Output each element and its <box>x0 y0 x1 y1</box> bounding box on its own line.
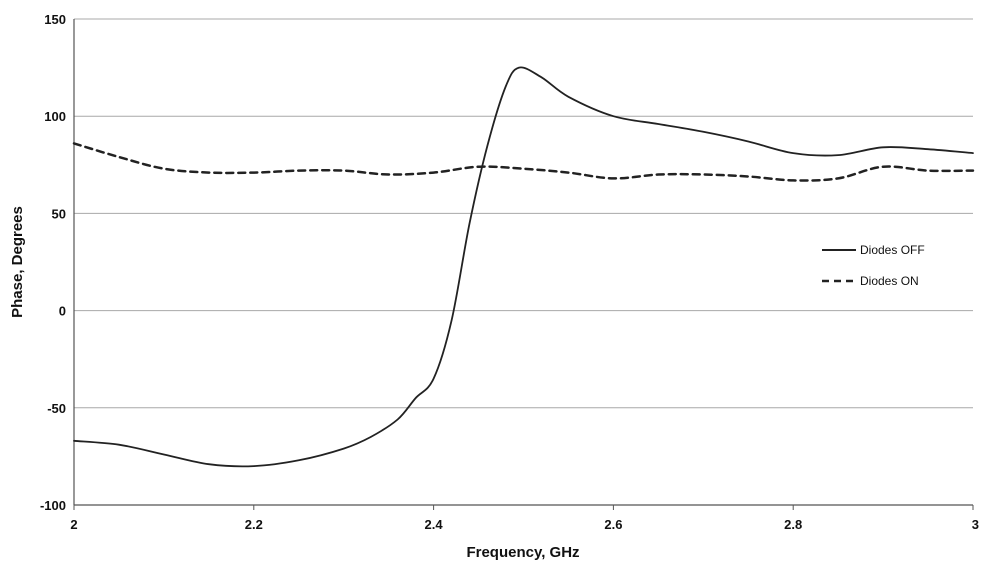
x-tick-label-1: 2.2 <box>245 517 263 532</box>
x-tick-label-0: 2 <box>70 517 77 532</box>
tick-labels: -100 -50 0 50 100 150 2 2.2 2.4 2.6 2.8 3 <box>40 12 979 532</box>
axes <box>73 19 974 510</box>
x-axis-title: Frequency, GHz <box>466 544 579 561</box>
grid-lines <box>74 18 973 506</box>
y-tick-label-0: -100 <box>40 498 66 513</box>
y-tick-label-1: -50 <box>47 401 66 416</box>
y-tick-label-3: 50 <box>52 206 66 221</box>
y-tick-label-5: 150 <box>44 12 66 27</box>
x-tick-label-3: 2.6 <box>604 517 622 532</box>
y-axis-title: Phase, Degrees <box>9 206 26 318</box>
x-tick-label-4: 2.8 <box>784 517 802 532</box>
legend-label-diodes-on: Diodes ON <box>860 274 919 288</box>
series-line-diodes-off <box>73 66 974 468</box>
legend-label-diodes-off: Diodes OFF <box>860 243 925 257</box>
x-tick-label-5: 3 <box>972 517 979 532</box>
x-tick-label-2: 2.4 <box>425 517 444 532</box>
y-tick-label-2: 0 <box>59 304 66 319</box>
y-tick-label-4: 100 <box>44 109 66 124</box>
series-line-diodes-on <box>72 142 975 182</box>
legend: Diodes OFF Diodes ON <box>822 243 925 288</box>
series-lines <box>72 66 975 468</box>
